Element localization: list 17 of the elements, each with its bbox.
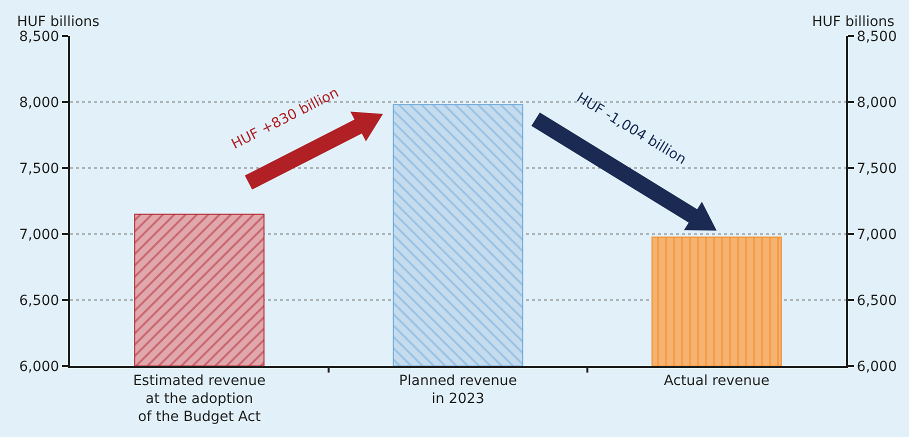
y2-tick-label: 7,000 — [856, 226, 897, 243]
y-axis-title: HUF billions — [17, 14, 100, 30]
y2-tick-label: 8,000 — [856, 94, 897, 111]
y2-axis-title: HUF billions — [812, 14, 894, 30]
y-tick-label: 8,500 — [19, 28, 60, 45]
y-tick-label: 7,500 — [19, 160, 60, 177]
y2-tick-label: 8,500 — [856, 28, 897, 45]
y-tick-label: 6,500 — [19, 292, 60, 309]
x-tick-label: Actual revenue — [664, 372, 770, 389]
y-tick-label: 6,000 — [19, 358, 60, 375]
y2-tick-label: 6,000 — [856, 358, 897, 375]
y-tick-label: 8,000 — [19, 94, 60, 111]
y-tick-label: 7,000 — [19, 226, 60, 243]
y2-tick-label: 7,500 — [856, 160, 897, 177]
x-tick-label: Estimated revenue at the adoption of the Budget Act — [133, 372, 266, 426]
x-tick-label: Planned revenue in 2023 — [399, 372, 517, 407]
y2-tick-label: 6,500 — [856, 292, 897, 309]
